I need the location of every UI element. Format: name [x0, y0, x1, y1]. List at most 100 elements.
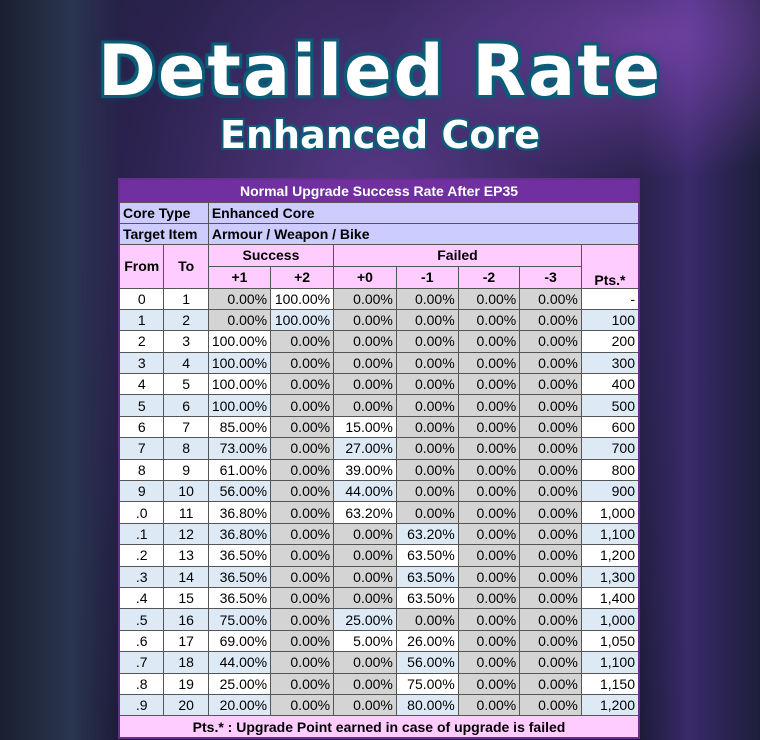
rate-cell: 0.00%: [395, 458, 459, 482]
table-row: .9 20 20.00% 0.00% 0.00% 80.00% 0.00% 0.00% 1,20…: [118, 693, 640, 717]
rate-cell: 0.00%: [457, 501, 521, 524]
header-col: -2: [457, 265, 521, 289]
table-row: 9 10 56.00% 0.00% 44.00% 0.00% 0.00% 0.00% 900: [118, 480, 640, 503]
to-cell: 4: [163, 351, 209, 375]
table-row: .4 15 36.50% 0.00% 0.00% 63.50% 0.00% 0.00% 1,40…: [118, 586, 640, 610]
header-col: -1: [395, 265, 459, 289]
rate-cell: 0.00%: [457, 351, 521, 375]
rate-cell: 25.00%: [333, 608, 397, 631]
rate-cell: 0.00%: [457, 565, 521, 588]
table-row: 4 5 100.00% 0.00% 0.00% 0.00% 0.00% 0.00% 400: [118, 373, 640, 396]
table-row: 2 3 100.00% 0.00% 0.00% 0.00% 0.00% 0.00% 200: [118, 330, 640, 353]
rate-cell: 0.00%: [270, 565, 335, 588]
to-cell: 11: [163, 501, 209, 524]
table-row: 6 7 85.00% 0.00% 15.00% 0.00% 0.00% 0.00% 600: [118, 415, 640, 439]
pts-cell: 1,050: [580, 629, 640, 653]
rate-cell: 75.00%: [395, 672, 459, 695]
rate-cell: 0.00%: [519, 351, 582, 375]
rate-cell: 0.00%: [395, 287, 459, 310]
rate-cell: 0.00%: [333, 373, 397, 396]
from-cell: .6: [118, 629, 165, 653]
rate-cell: 0.00%: [333, 330, 397, 353]
rate-cell: 0.00%: [333, 565, 397, 588]
rate-cell: 0.00%: [270, 351, 335, 375]
rate-cell: 56.00%: [207, 480, 272, 503]
rate-cell: 0.00%: [333, 544, 397, 567]
rate-cell: 0.00%: [519, 458, 582, 482]
rate-cell: 0.00%: [519, 672, 582, 695]
to-cell: 16: [163, 608, 209, 631]
from-cell: .3: [118, 565, 165, 588]
header-col: +1: [207, 265, 272, 289]
rate-cell: 0.00%: [519, 651, 582, 674]
table-row: .2 13 36.50% 0.00% 0.00% 63.50% 0.00% 0.00% 1,20…: [118, 544, 640, 567]
table-row: .3 14 36.50% 0.00% 0.00% 63.50% 0.00% 0.00% 1,30…: [118, 565, 640, 588]
to-cell: 8: [163, 437, 209, 460]
to-cell: 15: [163, 586, 209, 610]
pts-cell: 200: [580, 330, 640, 353]
rate-cell: 0.00%: [207, 287, 272, 310]
from-cell: 4: [118, 373, 165, 396]
rate-cell: 73.00%: [207, 437, 272, 460]
rate-cell: 25.00%: [207, 672, 272, 695]
rate-cell: 63.50%: [395, 565, 459, 588]
pts-cell: 700: [580, 437, 640, 460]
rate-cell: 0.00%: [457, 415, 521, 439]
page-subtitle: Enhanced Core: [220, 113, 540, 157]
rate-cell: 0.00%: [519, 586, 582, 610]
rate-cell: 36.80%: [207, 501, 272, 524]
pts-cell: 1,400: [580, 586, 640, 610]
to-cell: 14: [163, 565, 209, 588]
rate-cell: 0.00%: [457, 330, 521, 353]
from-cell: 1: [118, 308, 165, 332]
rate-cell: 0.00%: [270, 672, 335, 695]
table-row: .0 11 36.80% 0.00% 63.20% 0.00% 0.00% 0.00% 1,00…: [118, 501, 640, 524]
header-from: From: [118, 243, 165, 289]
header-col: -3: [519, 265, 582, 289]
background-left: [0, 0, 120, 740]
rate-cell: 39.00%: [333, 458, 397, 482]
rate-cell: 0.00%: [395, 330, 459, 353]
from-cell: 7: [118, 437, 165, 460]
to-cell: 17: [163, 629, 209, 653]
rate-cell: 63.20%: [333, 501, 397, 524]
pts-cell: 500: [580, 394, 640, 417]
table-caption: Normal Upgrade Success Rate After EP35: [118, 178, 640, 203]
from-cell: .7: [118, 651, 165, 674]
rate-cell: 0.00%: [270, 522, 335, 546]
header-pts: Pts.*: [580, 243, 640, 289]
rate-cell: 0.00%: [457, 651, 521, 674]
table-row: 3 4 100.00% 0.00% 0.00% 0.00% 0.00% 0.00% 300: [118, 351, 640, 375]
rate-cell: 0.00%: [457, 672, 521, 695]
pts-cell: 600: [580, 415, 640, 439]
rate-cell: 0.00%: [395, 394, 459, 417]
table-row: .5 16 75.00% 0.00% 25.00% 0.00% 0.00% 0.00% 1,00…: [118, 608, 640, 631]
rate-cell: 100.00%: [207, 394, 272, 417]
rate-cell: 0.00%: [333, 308, 397, 332]
from-cell: .4: [118, 586, 165, 610]
rate-cell: 0.00%: [333, 287, 397, 310]
rate-cell: 0.00%: [457, 373, 521, 396]
pts-cell: 800: [580, 458, 640, 482]
rate-cell: 0.00%: [270, 544, 335, 567]
rate-cell: 63.50%: [395, 586, 459, 610]
to-cell: 7: [163, 415, 209, 439]
rate-cell: 100.00%: [207, 330, 272, 353]
rate-cell: 61.00%: [207, 458, 272, 482]
pts-cell: 300: [580, 351, 640, 375]
rate-cell: 0.00%: [395, 415, 459, 439]
rate-cell: 0.00%: [395, 501, 459, 524]
rate-cell: 0.00%: [457, 522, 521, 546]
to-cell: 5: [163, 373, 209, 396]
rate-cell: 26.00%: [395, 629, 459, 653]
table-row: .7 18 44.00% 0.00% 0.00% 56.00% 0.00% 0.00% 1,10…: [118, 651, 640, 674]
from-cell: .5: [118, 608, 165, 631]
rate-cell: 0.00%: [333, 693, 397, 717]
rate-cell: 0.00%: [270, 437, 335, 460]
rate-cell: 100.00%: [270, 308, 335, 332]
rate-cell: 63.20%: [395, 522, 459, 546]
rate-cell: 0.00%: [395, 308, 459, 332]
pts-cell: 900: [580, 480, 640, 503]
rate-cell: 0.00%: [333, 586, 397, 610]
rate-cell: 0.00%: [519, 437, 582, 460]
